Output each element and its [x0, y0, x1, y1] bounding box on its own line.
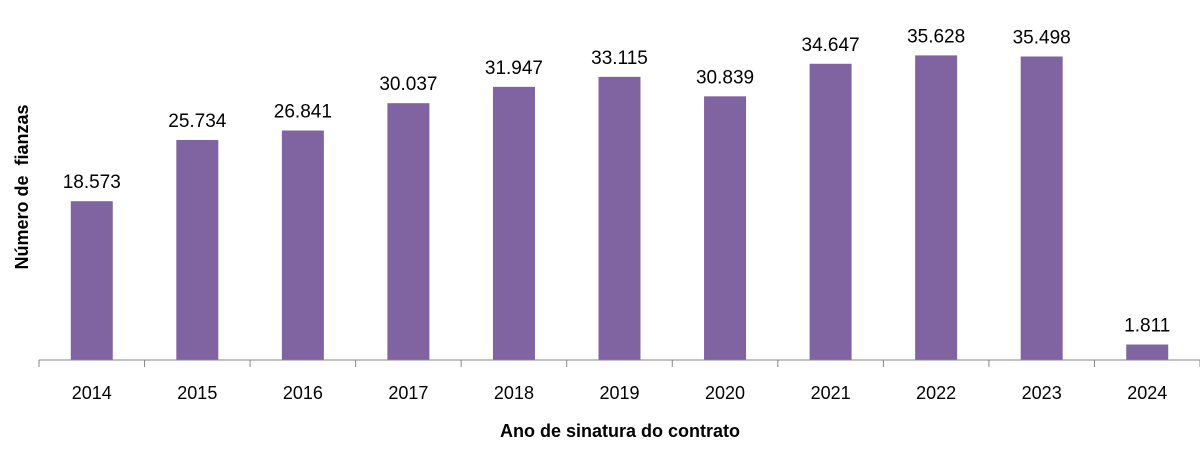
data-label: 30.839	[696, 67, 754, 88]
bar-2018	[492, 86, 535, 360]
x-axis-title: Ano de sinatura do contrato	[500, 421, 740, 441]
x-tick-label: 2018	[494, 383, 534, 403]
bar-2022	[915, 55, 958, 360]
x-tick-label: 2016	[283, 383, 323, 403]
bar-2023	[1020, 56, 1063, 361]
data-label: 26.841	[274, 102, 332, 123]
bar-2020	[704, 96, 747, 361]
bar-2014	[70, 201, 113, 360]
data-label: 18.573	[63, 172, 121, 193]
data-label: 33.115	[591, 48, 648, 69]
data-label: 1.811	[1124, 316, 1170, 337]
x-tick-label: 2021	[811, 383, 851, 403]
data-label: 30.037	[379, 74, 437, 95]
x-tick-label: 2015	[177, 383, 217, 403]
x-tick-label: 2023	[1022, 383, 1062, 403]
x-tick-label: 2022	[916, 383, 956, 403]
bar-2019	[598, 76, 641, 360]
bar-2024	[1126, 344, 1169, 360]
data-label: 31.947	[485, 58, 543, 79]
data-label: 35.498	[1013, 27, 1071, 48]
x-tick-label: 2024	[1127, 383, 1167, 403]
x-tick-label: 2014	[72, 383, 112, 403]
data-label: 34.647	[802, 35, 860, 56]
bar-2016	[281, 130, 324, 360]
x-tick-label: 2020	[705, 383, 745, 403]
bar-2017	[387, 103, 430, 360]
y-axis-title: Número de fianzas	[12, 104, 32, 269]
data-label: 25.734	[168, 111, 227, 132]
bar-2021	[809, 63, 852, 360]
x-tick-label: 2017	[388, 383, 428, 403]
data-label: 35.628	[907, 26, 965, 47]
x-tick-label: 2019	[599, 383, 639, 403]
bar-2015	[176, 139, 219, 360]
